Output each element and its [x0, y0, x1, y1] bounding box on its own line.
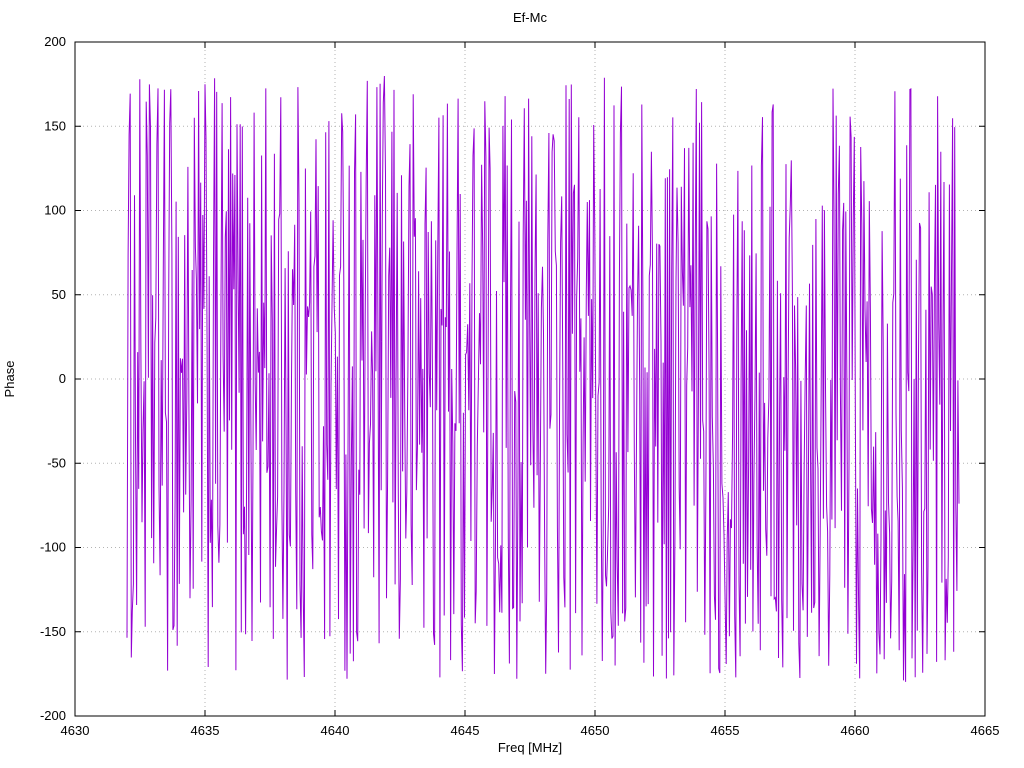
x-tick-label: 4650 — [581, 723, 610, 738]
y-tick-label: 0 — [59, 371, 66, 386]
x-tick-label: 4665 — [971, 723, 1000, 738]
phase-data-line — [126, 75, 960, 682]
y-tick-label: 200 — [44, 34, 66, 49]
y-tick-label: 50 — [52, 287, 66, 302]
y-tick-label: 100 — [44, 203, 66, 218]
y-tick-label: 150 — [44, 118, 66, 133]
x-tick-label: 4640 — [321, 723, 350, 738]
x-tick-label: 4630 — [61, 723, 90, 738]
x-tick-label: 4635 — [191, 723, 220, 738]
y-tick-label: -150 — [40, 624, 66, 639]
chart-title: Ef-Mc — [513, 10, 547, 25]
y-tick-label: -200 — [40, 708, 66, 723]
y-axis-label: Phase — [2, 361, 17, 398]
y-tick-label: -100 — [40, 540, 66, 555]
x-axis-label: Freq [MHz] — [498, 740, 562, 755]
tick-labels: 4630 4635 4640 4645 4650 4655 4660 4665 -200 -150… — [40, 34, 999, 738]
plot-border — [74, 41, 986, 717]
x-tick-label: 4660 — [841, 723, 870, 738]
x-tick-label: 4645 — [451, 723, 480, 738]
x-tick-label: 4655 — [711, 723, 740, 738]
y-tick-label: -50 — [47, 455, 66, 470]
